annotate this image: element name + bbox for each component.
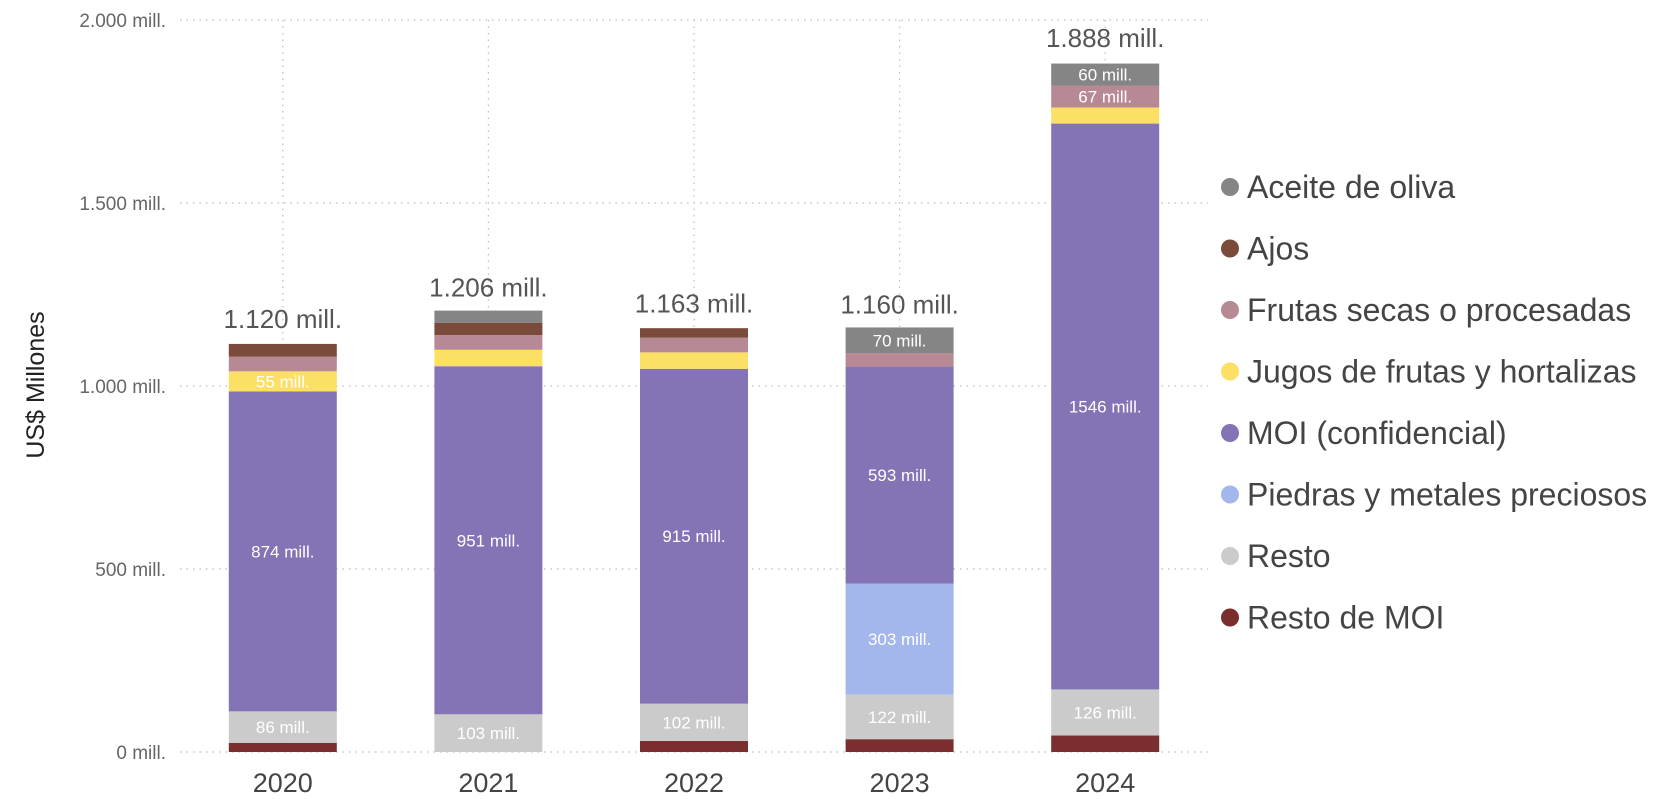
bar-segment	[845, 353, 954, 367]
y-tick-label: 1.500 mill.	[79, 194, 166, 215]
bar-segment	[845, 366, 954, 584]
bar-segment	[1051, 735, 1160, 752]
legend-label: MOI (confidencial)	[1247, 415, 1507, 451]
legend-marker	[1221, 608, 1239, 627]
x-tick-label: 2024	[1075, 768, 1135, 798]
segment-value-label: 915 mill.	[662, 527, 725, 546]
bar-segment	[845, 327, 954, 354]
legend-marker	[1221, 362, 1239, 381]
bar-segment	[434, 366, 543, 715]
segment-value-label: 67 mill.	[1078, 87, 1132, 106]
legend-marker	[1221, 485, 1239, 504]
legend-marker	[1221, 547, 1239, 565]
legend-label: Ajos	[1247, 231, 1309, 267]
bar-segment	[640, 352, 748, 369]
legend-label: Jugos de frutas y hortalizas	[1247, 354, 1637, 390]
bar-segment	[845, 694, 954, 740]
bar-segment	[1051, 85, 1160, 108]
x-tick-label: 2023	[870, 768, 930, 798]
segment-value-label: 951 mill.	[457, 531, 520, 550]
bar-segment	[640, 703, 748, 742]
bar-segment	[228, 356, 337, 372]
bar-segment	[1051, 123, 1160, 690]
bar-segment	[1051, 107, 1160, 124]
total-label: 1.206 mill.	[429, 273, 548, 303]
y-axis: 0 mill. 500 mill. 1.000 mill. 1.500 mill. 2.…	[79, 11, 166, 764]
y-tick-label: 0 mill.	[116, 743, 166, 764]
bar-segment	[640, 328, 748, 338]
legend-label: Frutas secas o procesadas	[1247, 292, 1631, 328]
total-label: 1.888 mill.	[1046, 23, 1165, 53]
legend-marker	[1221, 424, 1239, 442]
segment-value-label: 593 mill.	[868, 466, 931, 485]
y-tick-label: 1.000 mill.	[79, 377, 166, 398]
y-tick-label: 500 mill.	[95, 560, 166, 581]
x-axis: 2020 2021 2022 2023 2024	[253, 768, 1135, 798]
legend-label: Resto de MOI	[1247, 600, 1444, 636]
bar-segment	[434, 714, 543, 752]
bar-segment	[228, 711, 337, 743]
x-tick-label: 2021	[458, 768, 518, 798]
bar-segment	[228, 371, 337, 392]
bars: 86 mill. 874 mill. 55 mill. 1.120 mill. 103 …	[224, 23, 1165, 752]
bar-segment	[434, 335, 543, 350]
legend-marker	[1221, 301, 1239, 319]
legend-marker	[1221, 239, 1239, 258]
segment-value-label: 874 mill.	[251, 542, 314, 561]
segment-value-label: 70 mill.	[873, 331, 927, 350]
segment-value-label: 126 mill.	[1074, 703, 1137, 722]
segment-value-label: 103 mill.	[457, 724, 520, 743]
legend-label: Piedras y metales preciosos	[1247, 477, 1647, 513]
segment-value-label: 303 mill.	[868, 630, 931, 649]
bar-segment	[228, 391, 337, 712]
legend-marker	[1221, 178, 1239, 196]
bar-segment	[434, 310, 543, 323]
legend-label: Aceite de oliva	[1247, 169, 1455, 205]
bar-segment	[640, 337, 748, 353]
y-tick-label: 2.000 mill.	[79, 11, 166, 32]
total-label: 1.160 mill.	[840, 289, 959, 319]
bar-segment	[434, 322, 543, 336]
bar-segment	[640, 741, 748, 752]
bar-segment	[228, 343, 337, 357]
segment-value-label: 102 mill.	[662, 713, 725, 732]
y-axis-label: US$ Millones	[22, 311, 50, 458]
segment-value-label: 122 mill.	[868, 708, 931, 727]
segment-value-label: 86 mill.	[256, 718, 310, 737]
bar-segment	[1051, 63, 1160, 86]
legend-label: Resto	[1247, 538, 1331, 574]
bar-segment	[434, 349, 543, 367]
bar-segment	[845, 739, 954, 752]
segment-value-label: 1546 mill.	[1069, 397, 1142, 416]
bar-segment	[845, 583, 954, 695]
total-label: 1.120 mill.	[224, 304, 343, 334]
total-label: 1.163 mill.	[635, 288, 754, 318]
bar-segment	[1051, 689, 1160, 736]
legend: Aceite de oliva Ajos Frutas secas o proces…	[1221, 169, 1647, 636]
segment-value-label: 55 mill.	[256, 372, 310, 391]
x-tick-label: 2022	[664, 768, 724, 798]
bar-segment	[228, 742, 337, 752]
bar-segment	[640, 368, 748, 704]
segment-value-label: 60 mill.	[1078, 66, 1132, 85]
x-tick-label: 2020	[253, 768, 313, 798]
